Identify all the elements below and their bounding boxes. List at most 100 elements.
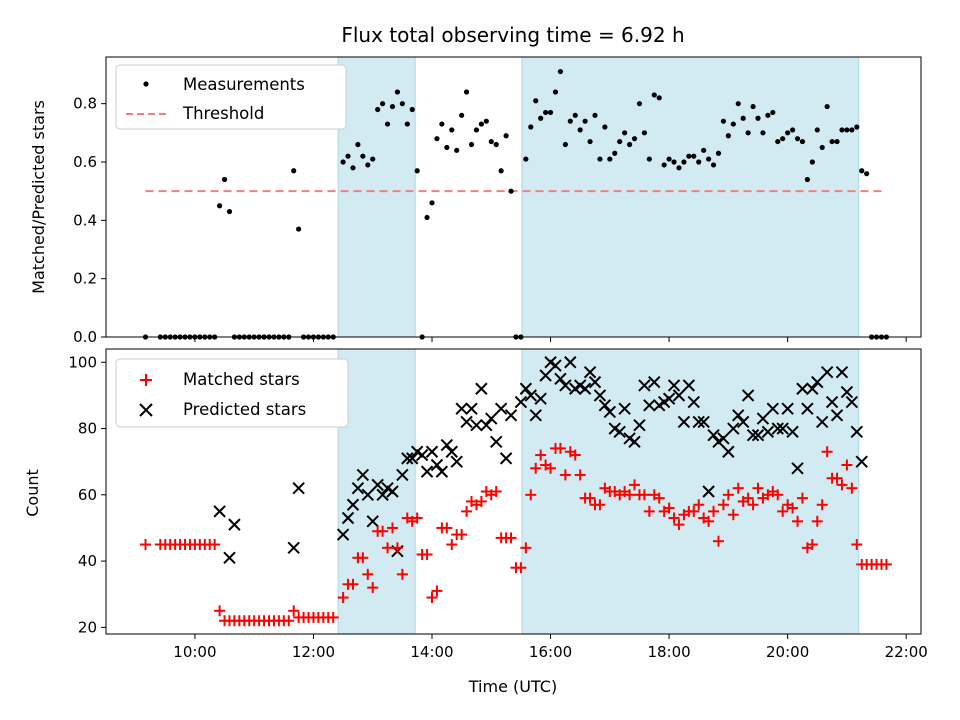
predicted-point bbox=[499, 452, 513, 465]
predicted-point bbox=[351, 481, 365, 495]
measurement-point bbox=[394, 89, 401, 95]
predicted-point bbox=[465, 402, 478, 415]
observing-window bbox=[521, 348, 860, 635]
predicted-point bbox=[564, 356, 577, 369]
predicted-point bbox=[648, 375, 661, 389]
matched-point bbox=[624, 489, 636, 501]
measurement-point bbox=[533, 98, 539, 104]
matched-point bbox=[584, 492, 596, 504]
y-tick-label: 100 bbox=[68, 353, 97, 371]
matched-point bbox=[386, 522, 398, 534]
predicted-point bbox=[371, 478, 384, 492]
predicted-point bbox=[396, 468, 409, 482]
measurement-point bbox=[775, 138, 781, 145]
predicted-point bbox=[702, 485, 715, 498]
predicted-point bbox=[786, 425, 799, 439]
predicted-point bbox=[578, 382, 592, 395]
measurement-point bbox=[404, 121, 410, 127]
predicted-point bbox=[741, 389, 755, 402]
matched-point bbox=[747, 499, 759, 511]
measurement-point bbox=[577, 127, 583, 133]
top-x-ticks bbox=[194, 337, 907, 342]
measurement-point bbox=[720, 118, 727, 124]
x-tick-label: 20:00 bbox=[766, 643, 809, 661]
matched-point bbox=[712, 535, 724, 547]
bottom-x-ticks: 10:00 12:00 14:00 16:00 18:00 20:00 22:00 bbox=[173, 634, 928, 661]
measurement-point bbox=[552, 89, 559, 95]
predicted-point bbox=[475, 382, 488, 395]
matched-point bbox=[411, 512, 423, 524]
matched-point bbox=[535, 449, 547, 461]
chart-title: Flux total observing time = 6.92 h bbox=[341, 23, 684, 47]
bottom-legend: Matched stars Predicted stars bbox=[115, 358, 349, 428]
measurement-point bbox=[296, 226, 302, 232]
predicted-point bbox=[292, 481, 305, 495]
measurement-point bbox=[345, 153, 351, 159]
measurement-point bbox=[380, 101, 386, 107]
matched-point bbox=[559, 469, 571, 481]
measurement-point bbox=[829, 138, 835, 145]
predicted-point bbox=[736, 415, 750, 429]
measurement-point bbox=[340, 159, 346, 165]
measurement-point bbox=[291, 168, 297, 174]
predicted-point bbox=[529, 409, 542, 422]
predicted-point bbox=[677, 415, 691, 429]
measurement-point bbox=[612, 150, 618, 156]
predicted-point bbox=[613, 425, 626, 439]
matched-point bbox=[214, 605, 226, 617]
matched-point bbox=[722, 489, 734, 501]
predicted-point bbox=[341, 511, 355, 525]
bottom-y-ticks: 20 40 60 80 100 bbox=[68, 353, 106, 636]
predicted-point bbox=[806, 382, 819, 395]
matched-point bbox=[777, 505, 789, 517]
matched-point bbox=[461, 505, 473, 517]
measurement-point bbox=[646, 156, 652, 162]
measurement-point bbox=[681, 159, 687, 165]
measurement-point bbox=[355, 141, 361, 148]
measurement-point bbox=[804, 176, 810, 183]
observing-window bbox=[337, 56, 416, 338]
measurement-point bbox=[715, 150, 722, 156]
count-panel: 20 40 60 80 100 10:00 12:00 14:00 16:00 18:00 20:… bbox=[23, 348, 928, 696]
matched-point bbox=[525, 489, 537, 501]
matched-point bbox=[717, 499, 729, 511]
measurement-point bbox=[735, 101, 741, 107]
measurement-point bbox=[449, 127, 455, 133]
predicted-point bbox=[366, 515, 379, 528]
x-axis-label: Time (UTC) bbox=[468, 677, 557, 696]
measurement-point bbox=[691, 153, 697, 159]
measurement-point bbox=[221, 176, 228, 183]
predicted-point bbox=[336, 528, 350, 541]
predicted-point bbox=[549, 359, 562, 372]
measurement-point bbox=[434, 136, 440, 142]
measurement-point bbox=[622, 130, 628, 136]
matched-point bbox=[382, 542, 394, 554]
measurement-point bbox=[844, 127, 850, 133]
measurement-point bbox=[409, 106, 415, 113]
top-y-ticks: 0.0 0.2 0.4 0.6 0.8 bbox=[73, 95, 106, 346]
matched-point bbox=[554, 442, 566, 454]
measurement-point bbox=[498, 168, 504, 174]
predicted-point bbox=[455, 402, 468, 415]
measurement-point bbox=[636, 101, 643, 107]
predicted-point bbox=[628, 435, 641, 448]
predicted-point bbox=[228, 518, 241, 531]
x-tick-label: 14:00 bbox=[410, 643, 453, 661]
predicted-point bbox=[223, 551, 236, 564]
matched-point bbox=[431, 585, 443, 597]
predicted-point bbox=[687, 395, 700, 409]
predicted-point bbox=[766, 402, 780, 415]
measurement-point bbox=[459, 112, 465, 118]
predicted-point bbox=[850, 425, 863, 439]
predicted-point bbox=[776, 422, 789, 435]
measurement-point bbox=[671, 159, 677, 165]
matched-point bbox=[377, 525, 389, 537]
measurement-point bbox=[582, 118, 588, 124]
measurement-point bbox=[666, 156, 672, 162]
predicted-point bbox=[539, 369, 552, 382]
measurement-point bbox=[572, 112, 578, 118]
predicted-point bbox=[559, 379, 572, 392]
predicted-point bbox=[717, 432, 730, 445]
measurement-point bbox=[740, 115, 746, 121]
